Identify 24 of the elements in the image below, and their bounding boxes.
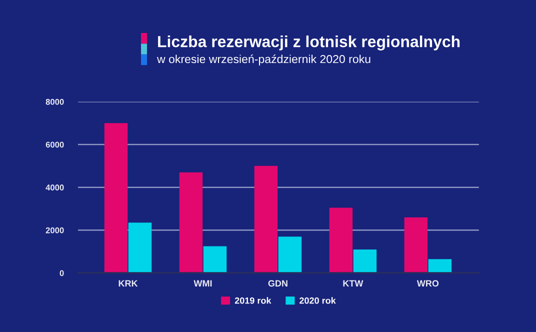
y-tick-label: 8000 — [46, 98, 64, 105]
x-tick-label: WMI — [194, 280, 212, 286]
chart-subtitle: w okresie wrzesień-październik 2020 roku — [156, 54, 370, 66]
bar — [254, 166, 278, 274]
bar — [179, 172, 203, 274]
chart-title: Liczba rezerwacji z lotnisk regionalnych — [158, 36, 460, 50]
bar — [404, 217, 428, 274]
bar — [278, 236, 302, 274]
bar — [128, 222, 152, 274]
x-tick-label: KRK — [118, 280, 138, 286]
x-tick-label: KTW — [343, 280, 364, 286]
y-tick-label: 0 — [60, 270, 64, 276]
x-tick-label: WRO — [416, 280, 439, 287]
bar — [203, 246, 227, 274]
y-tick-label: 4000 — [46, 184, 64, 190]
bar — [329, 208, 353, 274]
bar — [353, 249, 377, 274]
y-tick-label: 6000 — [46, 142, 64, 148]
bar — [428, 259, 452, 274]
x-tick-label: GDN — [268, 280, 288, 287]
legend-label: 2019 rok — [234, 297, 272, 304]
bar — [104, 123, 128, 274]
y-tick-label: 2000 — [46, 227, 64, 234]
legend-label: 2020 rok — [300, 297, 336, 304]
